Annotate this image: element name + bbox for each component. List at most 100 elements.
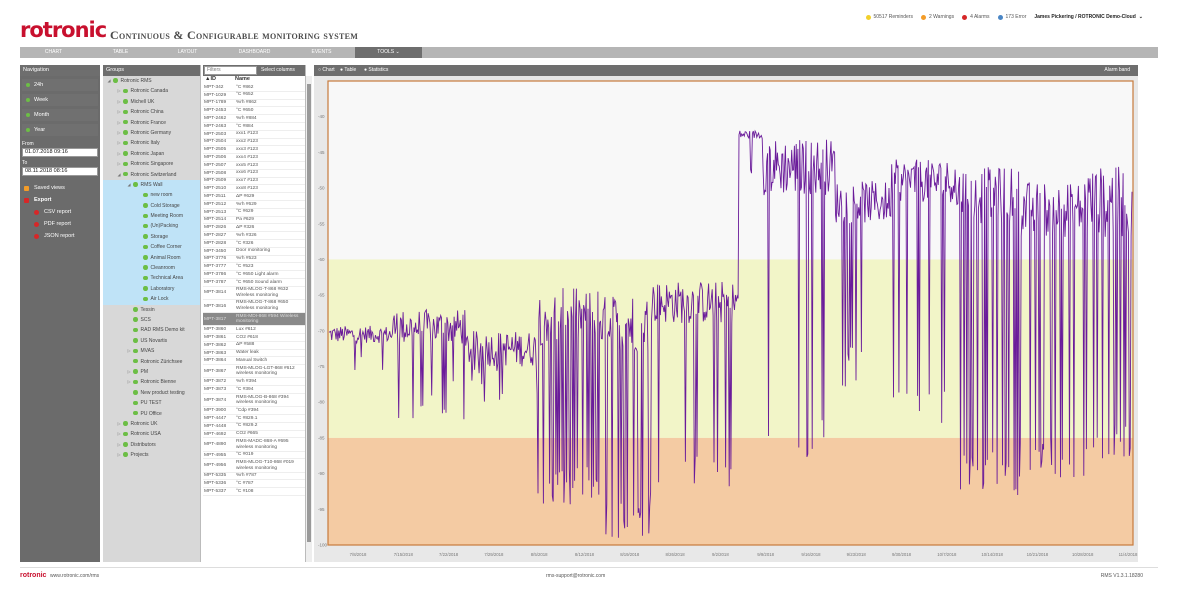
expanded-triangle-icon[interactable]: ◢: [117, 171, 121, 177]
table-row[interactable]: MPT-3873 °C #394: [203, 386, 305, 395]
table-row[interactable]: MPT-2506 xxx4 #123: [203, 154, 305, 162]
statistics-view-radio[interactable]: ● Statistics: [364, 67, 389, 73]
from-date-input[interactable]: 01.07.2018 09:16: [22, 148, 98, 157]
to-date-input[interactable]: 08.11.2018 08:16: [22, 167, 98, 176]
table-row[interactable]: MPT-3817 RMS-MDI-868 #594 Wireless monito…: [203, 313, 305, 327]
collapsed-triangle-icon[interactable]: ▷: [127, 348, 131, 354]
menu-events[interactable]: EVENTS: [311, 49, 332, 55]
support-email-link[interactable]: rms-support@rotronic.com: [546, 573, 606, 579]
table-row[interactable]: MPT-5335 %rh #787: [203, 473, 305, 481]
tree-node[interactable]: ▷ Rotronic USA: [103, 429, 200, 439]
json-report-button[interactable]: JSON report: [20, 230, 100, 242]
menu-dashboard[interactable]: DASHBOARD: [238, 49, 271, 55]
tree-node[interactable]: ▷ Rotronic Japan: [103, 149, 200, 159]
tree-node[interactable]: ▷ Rotronic China: [103, 107, 200, 117]
table-row[interactable]: MPT-4692 CO2 #665: [203, 431, 305, 439]
collapsed-triangle-icon[interactable]: ▷: [117, 88, 121, 94]
table-row[interactable]: MPT-5337 °C #108: [203, 488, 305, 496]
line-chart[interactable]: -40 -45 -50 -55 -60 -65 -70 -75 -80 -85 -90 -95 -100…: [314, 76, 1138, 560]
footer-url-link[interactable]: www.rotronic.com/rms: [50, 573, 100, 579]
table-row[interactable]: MPT-3862 ΔP #588: [203, 342, 305, 350]
period-week-button[interactable]: Week: [22, 94, 98, 106]
tree-node[interactable]: Cleanroom: [103, 263, 200, 274]
table-row[interactable]: MPT-3814 RMS-MLOG-T-868 #632 Wireless mon…: [203, 287, 305, 300]
table-row[interactable]: MPT-3816 RMS-MLOG-T-868 #650 Wireless mon…: [203, 300, 305, 314]
table-row[interactable]: MPT-3863 Water leak: [203, 350, 305, 358]
table-row[interactable]: MPT-3864 Manual Switch: [203, 357, 305, 366]
tree-node[interactable]: RAD RMS Demo kit: [103, 325, 200, 335]
table-row[interactable]: MPT-2827 %rh #326: [203, 232, 305, 240]
collapsed-triangle-icon[interactable]: ▷: [117, 431, 121, 437]
table-row[interactable]: MPT-2512 %rh #629: [203, 201, 305, 209]
collapsed-triangle-icon[interactable]: ▷: [117, 150, 121, 156]
table-row[interactable]: MPT-3777 °C #523: [203, 263, 305, 272]
table-row[interactable]: MPT-3900 °Cdp #394: [203, 407, 305, 416]
collapsed-triangle-icon[interactable]: ▷: [117, 129, 121, 135]
errors-status[interactable]: 173 Error: [997, 14, 1026, 20]
table-row[interactable]: MPT-2503 xxx1 #123: [203, 131, 305, 139]
tree-node[interactable]: new room: [103, 190, 200, 201]
table-row[interactable]: MPT-3861 CO2 #618: [203, 334, 305, 342]
tree-node[interactable]: Laboratory: [103, 283, 200, 295]
tree-node[interactable]: Rotronic Zürichsee: [103, 357, 200, 367]
tree-node[interactable]: ▷ Projects: [103, 450, 200, 460]
tree-node[interactable]: ▷ Rotronic France: [103, 118, 200, 128]
filter-input[interactable]: Filters: [204, 66, 257, 75]
table-row[interactable]: MPT-1029 °C #652: [203, 92, 305, 100]
tree-node[interactable]: ◢ RMS Wall: [103, 179, 200, 191]
collapsed-triangle-icon[interactable]: ▷: [117, 98, 121, 104]
table-row[interactable]: MPT-2462 %rh #884: [203, 115, 305, 123]
table-row[interactable]: MPT-3786 °C #650 Light alarm: [203, 271, 305, 279]
tree-node[interactable]: ▷ Rotronic Germany: [103, 128, 200, 138]
period-year-button[interactable]: Year: [22, 124, 98, 136]
table-row[interactable]: MPT-1789 %rh #862: [203, 100, 305, 108]
table-row[interactable]: MPT-2513 °C #629: [203, 209, 305, 217]
tree-node[interactable]: New product testing: [103, 388, 200, 398]
table-row[interactable]: MPT-3450 Door monitoring: [203, 248, 305, 256]
scrollbar-thumb[interactable]: [307, 84, 311, 542]
table-row[interactable]: MPT-2826 ΔP #326: [203, 224, 305, 233]
csv-report-button[interactable]: CSV report: [20, 206, 100, 218]
collapsed-triangle-icon[interactable]: ▷: [117, 109, 121, 115]
tree-node[interactable]: Meeting Room: [103, 211, 200, 222]
table-row[interactable]: MPT-2511 ΔP #629: [203, 193, 305, 201]
rotronic-logo[interactable]: rotronic: [20, 18, 107, 42]
table-row[interactable]: MPT-4890 RMS-MADC-868-A #695 wireless mon…: [203, 438, 305, 452]
table-row[interactable]: MPT-3872 %rh #394: [203, 378, 305, 387]
pdf-report-button[interactable]: PDF report: [20, 218, 100, 230]
alarms-status[interactable]: 4 Alarms: [962, 14, 990, 20]
tree-node[interactable]: ▷ Rotronic Canada: [103, 86, 200, 96]
tree-node[interactable]: Coffee Corner: [103, 242, 200, 253]
table-row[interactable]: MPT-4955 °C #019: [203, 452, 305, 460]
menu-chart[interactable]: CHART: [44, 49, 63, 55]
collapsed-triangle-icon[interactable]: ▷: [117, 140, 121, 146]
user-menu[interactable]: James Pickering / ROTRONIC Demo-Cloud ⌄: [1034, 14, 1143, 20]
menu-table[interactable]: TABLE: [112, 49, 129, 55]
table-view-radio[interactable]: ● Table: [340, 67, 357, 73]
collapsed-triangle-icon[interactable]: ▷: [117, 161, 121, 167]
saved-views-button[interactable]: Saved views: [20, 182, 100, 194]
period-24h-button[interactable]: 24h: [22, 79, 98, 91]
collapsed-triangle-icon[interactable]: ▷: [117, 441, 121, 447]
reminders-status[interactable]: 50517 Reminders: [865, 14, 913, 20]
collapsed-triangle-icon[interactable]: ▷: [127, 368, 131, 374]
series-line[interactable]: [328, 129, 1133, 538]
table-row[interactable]: MPT-2509 xxx7 #123: [203, 178, 305, 186]
tree-node[interactable]: ▷ Michell UK: [103, 97, 200, 107]
warnings-status[interactable]: 2 Warnings: [920, 14, 954, 20]
table-row[interactable]: MPT-342 °C #862: [203, 84, 305, 92]
tree-node[interactable]: ▷ MVAS: [103, 346, 200, 356]
tree-node[interactable]: Air Lock: [103, 294, 200, 305]
table-row[interactable]: MPT-2828 °C #326: [203, 240, 305, 248]
tree-node[interactable]: Cold Storage: [103, 200, 200, 212]
chart-view-radio[interactable]: ○ Chart: [318, 67, 335, 73]
table-row[interactable]: MPT-3776 %rh #523: [203, 256, 305, 264]
tree-node[interactable]: ◢ Rotronic Switzerland: [103, 170, 200, 180]
tree-node[interactable]: US Novartis: [103, 336, 200, 346]
tree-node[interactable]: Tessin: [103, 305, 200, 315]
tree-node[interactable]: PU TEST: [103, 398, 200, 408]
table-row[interactable]: MPT-2508 xxx6 #123: [203, 170, 305, 178]
table-row[interactable]: MPT-5336 °C #787: [203, 480, 305, 489]
expanded-triangle-icon[interactable]: ◢: [107, 78, 111, 83]
tree-node[interactable]: ▷ Rotronic UK: [103, 419, 200, 429]
